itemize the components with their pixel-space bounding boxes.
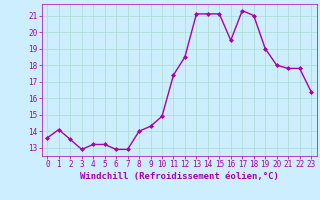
X-axis label: Windchill (Refroidissement éolien,°C): Windchill (Refroidissement éolien,°C)	[80, 172, 279, 181]
